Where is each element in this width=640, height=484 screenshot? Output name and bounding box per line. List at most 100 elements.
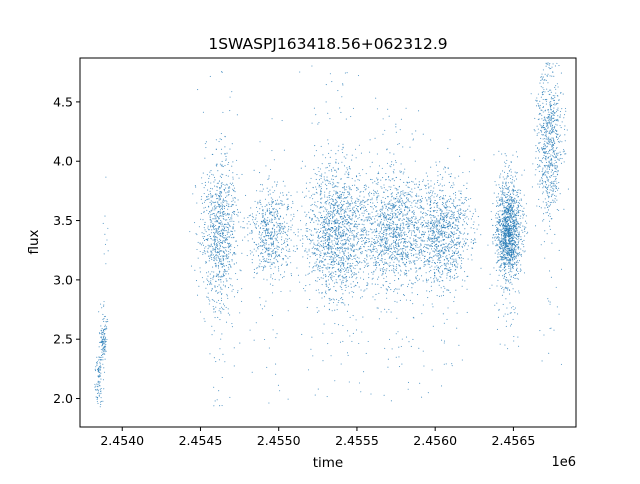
data-point [393, 223, 395, 225]
data-point [215, 227, 217, 230]
data-point [211, 252, 213, 254]
data-point [233, 187, 236, 189]
data-point [217, 239, 219, 241]
data-point [215, 235, 217, 238]
data-point [355, 248, 357, 250]
data-point [260, 261, 262, 263]
data-point [356, 242, 358, 244]
data-point [103, 339, 105, 341]
data-point [471, 259, 473, 261]
data-point [439, 254, 441, 256]
data-point [389, 216, 391, 219]
data-point [341, 251, 343, 253]
data-point [212, 226, 214, 228]
data-point [400, 252, 402, 254]
data-point [228, 224, 230, 226]
data-point [395, 231, 397, 233]
data-point [217, 170, 219, 172]
data-point [253, 271, 256, 274]
data-point [335, 161, 337, 163]
data-point [393, 204, 395, 206]
data-point [210, 209, 212, 211]
data-point [219, 260, 221, 263]
data-point [375, 236, 377, 239]
data-point [418, 278, 420, 280]
data-point [331, 332, 333, 334]
data-point [269, 261, 271, 263]
data-point [332, 199, 334, 201]
data-point [277, 246, 279, 248]
data-point [442, 236, 444, 238]
data-point [352, 249, 354, 251]
data-point [356, 197, 358, 199]
data-point [404, 214, 406, 216]
data-point [378, 172, 380, 175]
data-point [239, 269, 241, 271]
data-point [459, 241, 462, 243]
data-point [406, 181, 408, 183]
data-point [224, 270, 226, 272]
data-point [322, 360, 324, 362]
data-point [389, 256, 391, 258]
data-point [338, 226, 340, 228]
data-point [208, 260, 210, 262]
data-point [281, 225, 283, 228]
data-point [349, 204, 351, 206]
data-point [329, 267, 331, 269]
data-point [264, 260, 266, 262]
data-point [407, 251, 409, 253]
data-point [437, 175, 439, 177]
data-point [439, 276, 441, 278]
data-point [347, 191, 349, 193]
data-point [221, 215, 223, 217]
data-point [216, 259, 218, 261]
data-point [470, 241, 472, 243]
data-point [325, 101, 327, 103]
data-point [276, 226, 278, 228]
data-point [405, 262, 408, 264]
data-point [330, 261, 332, 264]
data-point [100, 400, 103, 402]
data-point [323, 264, 325, 266]
data-point [274, 278, 276, 280]
data-point [465, 200, 468, 202]
data-point [333, 229, 336, 231]
data-point [325, 220, 327, 222]
data-point [475, 241, 477, 243]
data-point [432, 228, 434, 230]
data-point [343, 165, 346, 167]
data-point [346, 271, 348, 273]
data-point [100, 325, 102, 327]
data-point [299, 281, 301, 283]
data-point [313, 107, 315, 109]
data-point [355, 258, 357, 260]
data-point [407, 227, 409, 229]
data-point [347, 193, 349, 196]
data-point [275, 254, 277, 256]
data-point [384, 245, 386, 247]
data-point [351, 244, 353, 246]
data-point [443, 215, 445, 217]
data-point [357, 74, 360, 77]
data-point [341, 229, 344, 231]
data-point [207, 181, 210, 183]
data-point [221, 293, 223, 295]
data-point [229, 148, 231, 150]
data-point [311, 218, 313, 220]
data-point [406, 217, 408, 219]
data-point [282, 230, 285, 232]
data-point [217, 197, 219, 199]
data-point [319, 254, 321, 257]
data-point [201, 202, 204, 204]
data-point [224, 223, 226, 225]
data-point [377, 213, 379, 215]
data-point [212, 278, 214, 280]
data-point [392, 217, 394, 219]
data-point [399, 238, 401, 241]
data-point [267, 232, 269, 234]
data-point [387, 210, 389, 212]
data-point [345, 269, 347, 271]
data-point [396, 258, 398, 260]
data-point [404, 264, 407, 266]
